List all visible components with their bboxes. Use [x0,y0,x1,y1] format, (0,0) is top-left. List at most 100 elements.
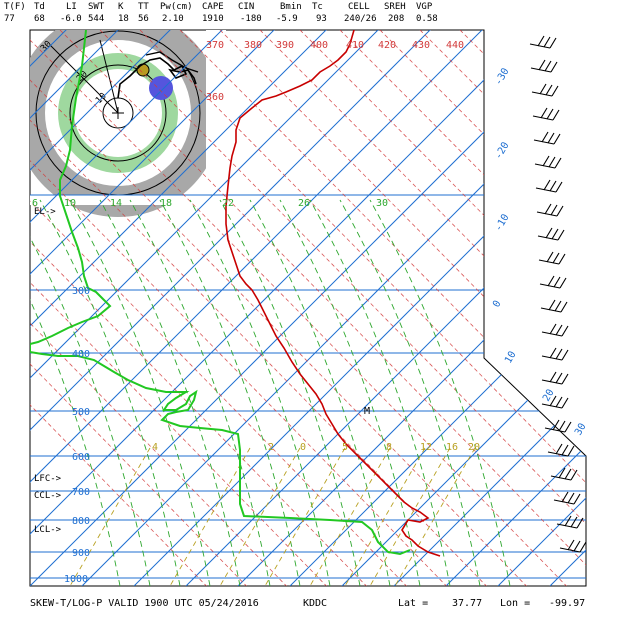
wind-barb [546,108,554,120]
theta-e-label: 430 [412,40,430,51]
dry-adiabat-line [539,30,586,586]
pressure-label: 300 [72,286,90,297]
isotherm-line [133,30,586,586]
wind-barb [567,445,575,457]
lat-value: 37.77 [452,598,483,609]
theta-e-label: 420 [378,40,396,51]
wind-barb [552,109,560,121]
index-label: Pw(cm) [160,2,193,12]
wind-barb [558,420,566,432]
dry-adiabat-line [30,30,381,586]
wind-barbs [529,35,587,553]
index-value: -5.9 [276,14,298,24]
mixing-ratio-label: 20 [468,442,480,453]
wind-barb [541,131,549,143]
isotherm-line [602,26,618,586]
mixing-ratio-line [309,447,391,586]
wind-barb [531,91,553,97]
index-label: CIN [238,2,255,12]
index-label: LI [66,2,77,12]
isotherm-line [393,30,586,586]
dry-adiabat-line [30,30,261,586]
isobars [30,194,586,579]
isotherm-line [0,26,18,586]
wind-barb [549,37,557,49]
wind-barb [539,283,561,289]
wind-barb [576,517,584,529]
pressure-label: 600 [72,452,90,463]
index-value: 1910 [202,14,224,24]
wind-barb [555,372,563,384]
wind-barb [541,331,563,337]
upper-scale-label: 22 [222,198,234,209]
dry-adiabat-line [379,30,586,586]
storm-motion-marker-2 [136,63,150,77]
wind-barb [561,325,569,337]
index-label: TT [138,2,149,12]
lat-label: Lat = [398,598,429,609]
wind-barb [561,349,569,361]
theta-e-label: 440 [446,40,464,51]
wind-barb [550,475,572,481]
mixing-ratio-label: 4 [152,442,158,453]
wind-barb [567,492,575,504]
index-label: SREH [384,2,406,12]
wind-barb [543,36,551,48]
wind-barb [544,427,566,433]
pressure-label: 900 [72,548,90,559]
wind-barb [553,276,561,288]
dry-adiabat-line [499,30,586,586]
dry-adiabat-line [30,30,461,586]
wind-barb [538,259,560,265]
moist-adiabat-line [279,199,421,586]
wind-barb [548,156,556,168]
wind-barb [558,253,566,265]
wind-barb [534,163,556,169]
pressure-label: 800 [72,516,90,527]
isotherm-label: -20 [493,140,512,161]
wind-barb [570,469,578,481]
hodograph-inset: 10 20 30 [30,30,230,217]
index-value: 0.58 [416,14,438,24]
wind-barb [555,443,563,455]
wind-barb [544,60,552,72]
index-label: SWT [88,2,105,12]
mixing-ratio-line [369,447,451,586]
isotherm-line [30,30,227,586]
wind-barb [538,59,546,71]
isotherm-label: -10 [493,212,512,233]
wind-barb [549,395,557,407]
wind-barb [561,491,569,503]
dry-adiabat-line [30,30,581,586]
stability-indices-header: T(F) Td LI SWT K TT Pw(cm) CAPE CIN Bmin… [0,0,618,30]
mixing-ratio-label: 16 [446,442,458,453]
wind-barb [541,403,563,409]
wind-barb [539,83,547,95]
wind-barb [550,204,558,216]
isotherm-line [30,30,175,586]
dry-adiabat-line [30,30,341,586]
chart-footer: SKEW-T/LOG-P VALID 1900 UTC 05/24/2016 K… [0,596,618,618]
index-value: -180 [240,14,262,24]
wind-barb [545,84,553,96]
isotherm-label: 30 [573,422,589,438]
mixing-ratio-label: 0 [300,442,306,453]
upper-scale-label: 6 [32,198,38,209]
theta-e-label: 360 [206,92,224,103]
wind-barb [529,43,551,49]
upper-scale-label: 14 [110,198,122,209]
moist-adiabat-line [219,199,361,586]
index-value: 56 [138,14,149,24]
wind-barb [573,540,581,552]
upper-scale-label: 30 [376,198,388,209]
dry-adiabat-line [59,30,586,586]
wind-barb [555,324,563,336]
dry-adiabat-line [30,30,421,586]
wind-barb [579,541,587,553]
wind-barb [540,107,548,119]
index-label: Bmin [280,2,302,12]
isotherm-label: 10 [503,350,519,366]
pressure-label: 400 [72,349,90,360]
isotherm-line [30,30,487,586]
wind-barb [567,539,575,551]
